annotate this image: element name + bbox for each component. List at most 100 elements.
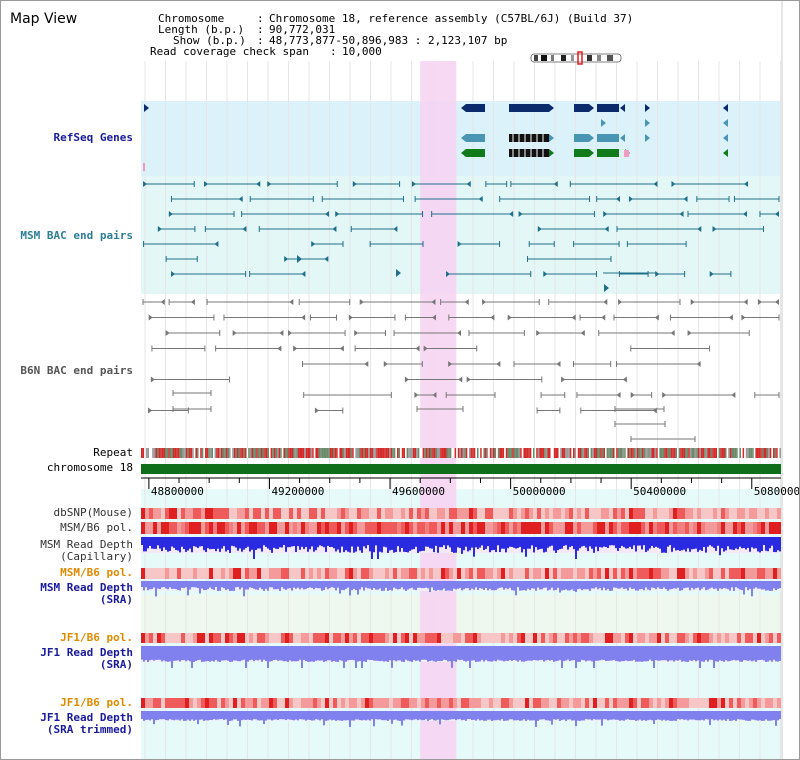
depth-bar xyxy=(591,581,593,589)
depth-bar xyxy=(753,711,755,720)
depth-bar xyxy=(739,581,741,590)
label-refseq-genes: RefSeq Genes xyxy=(53,131,133,144)
depth-bar xyxy=(593,711,595,720)
repeat-element xyxy=(467,448,469,458)
depth-bar xyxy=(775,711,777,726)
polymorphism-cell xyxy=(205,568,209,579)
repeat-element xyxy=(344,448,346,458)
polymorphism-cell xyxy=(249,568,253,579)
repeat-element xyxy=(736,448,738,458)
depth-bar xyxy=(733,711,735,720)
depth-bar xyxy=(165,646,167,662)
polymorphism-cell xyxy=(673,633,677,643)
repeat-element xyxy=(333,448,335,458)
polymorphism-cell xyxy=(189,508,193,519)
depth-bar xyxy=(327,537,329,546)
depth-bar xyxy=(767,646,769,662)
depth-bar xyxy=(259,537,261,549)
depth-bar xyxy=(667,581,669,591)
polymorphism-cell xyxy=(557,698,561,708)
polymorphism-cell xyxy=(273,698,277,708)
polymorphism-cell xyxy=(693,698,697,708)
repeat-element xyxy=(592,448,594,458)
depth-bar xyxy=(481,537,483,546)
polymorphism-cell xyxy=(381,698,385,708)
repeat-element xyxy=(181,448,183,458)
polymorphism-cell xyxy=(173,522,177,534)
depth-bar xyxy=(251,646,253,660)
strand-arrow xyxy=(415,345,420,352)
refseq-genes-track[interactable] xyxy=(143,104,728,171)
polymorphism-cell xyxy=(201,522,205,534)
depth-bar xyxy=(571,646,573,661)
polymorphism-cell xyxy=(557,568,561,579)
polymorphism-cell xyxy=(637,698,641,708)
depth-bar xyxy=(619,646,621,662)
repeat-element xyxy=(339,448,341,458)
b6n-bac-track[interactable] xyxy=(142,299,780,442)
polymorphism-cell xyxy=(237,522,241,534)
depth-bar xyxy=(629,646,631,661)
polymorphism-cell xyxy=(605,568,609,579)
depth-bar xyxy=(313,581,315,590)
depth-bar xyxy=(769,646,771,661)
depth-bar xyxy=(657,646,659,661)
repeat-element xyxy=(297,448,300,458)
polymorphism-cell xyxy=(485,522,489,534)
msm-bac-track[interactable] xyxy=(143,181,780,292)
depth-bar xyxy=(607,711,609,721)
depth-bar xyxy=(207,711,209,721)
ideogram-icon[interactable] xyxy=(530,51,622,65)
polymorphism-cell xyxy=(533,633,537,643)
strand-arrow xyxy=(393,226,398,232)
depth-bar xyxy=(151,537,153,549)
repeat-element xyxy=(606,448,609,458)
depth-bar xyxy=(639,711,641,720)
depth-bar xyxy=(739,711,741,720)
depth-bar xyxy=(383,646,385,662)
polymorphism-cell xyxy=(357,698,361,708)
depth-bar xyxy=(161,581,163,588)
depth-bar xyxy=(251,537,253,550)
strand-arrow xyxy=(150,376,155,383)
polymorphism-cell xyxy=(409,698,413,708)
depth-bar xyxy=(563,646,565,662)
repeat-element xyxy=(677,448,679,458)
repeat-element xyxy=(537,448,540,458)
depth-bar xyxy=(721,646,723,662)
polymorphism-cell xyxy=(749,508,753,519)
polymorphism-cell xyxy=(493,522,497,534)
polymorphism-cell xyxy=(709,508,713,519)
polymorphism-cell xyxy=(265,522,269,534)
polymorphism-cell xyxy=(305,698,309,708)
depth-bar xyxy=(611,581,613,591)
depth-bar xyxy=(249,711,251,720)
strand-arrow xyxy=(616,392,621,398)
repeat-element xyxy=(499,448,501,458)
polymorphism-cell xyxy=(469,568,473,579)
polymorphism-cell xyxy=(525,698,529,708)
depth-bar xyxy=(311,537,313,547)
polymorphism-cell xyxy=(217,633,221,643)
depth-bar xyxy=(595,711,597,720)
depth-bar xyxy=(697,581,699,588)
repeat-element xyxy=(485,448,487,458)
depth-bar xyxy=(727,646,729,662)
polymorphism-cell xyxy=(285,522,289,534)
polymorphism-cell xyxy=(337,698,341,708)
depth-bar xyxy=(491,581,493,591)
polymorphism-cell xyxy=(753,568,757,579)
depth-bar xyxy=(269,581,271,588)
depth-bar xyxy=(323,537,325,548)
repeat-element xyxy=(590,448,593,458)
repeat-element xyxy=(312,448,314,458)
repeat-element xyxy=(392,448,394,458)
polymorphism-cell xyxy=(237,633,241,643)
repeat-element xyxy=(371,448,373,458)
depth-bar xyxy=(429,646,431,662)
polymorphism-cell xyxy=(193,508,197,519)
repeat-element xyxy=(731,448,733,458)
depth-bar xyxy=(445,581,447,591)
polymorphism-cell xyxy=(289,568,293,579)
